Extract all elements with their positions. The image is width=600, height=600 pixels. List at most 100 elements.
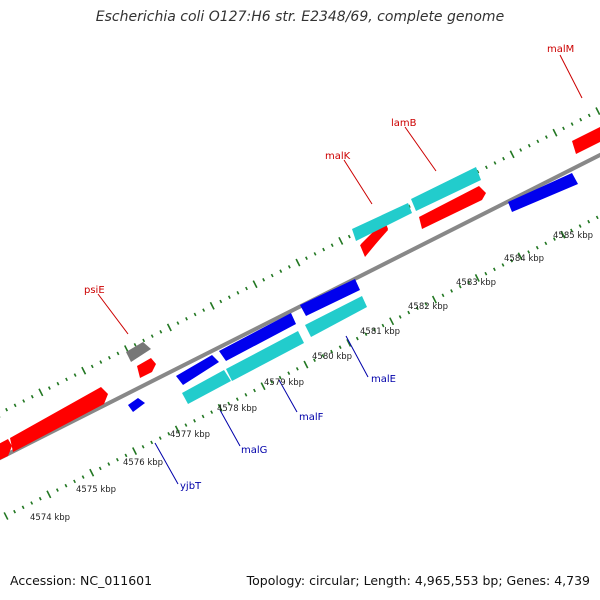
major-tick <box>295 258 301 267</box>
gene-label-malE[interactable]: malE <box>371 374 396 385</box>
misc-feature[interactable] <box>126 342 151 362</box>
minor-tick <box>373 328 376 332</box>
gene-label-yjbT[interactable]: yjbT <box>180 481 202 492</box>
minor-tick <box>484 165 488 170</box>
minor-tick <box>287 265 291 269</box>
minor-tick <box>502 156 506 161</box>
minor-tick <box>107 355 111 360</box>
minor-tick <box>227 295 231 299</box>
major-tick <box>389 317 395 326</box>
minor-tick <box>441 293 445 298</box>
minor-tick <box>338 345 342 350</box>
kbp-tick-label: 4577 kbp <box>170 430 210 440</box>
gene-label-lamB[interactable]: lamB <box>391 118 417 129</box>
minor-tick <box>262 278 266 282</box>
minor-tick <box>185 317 188 321</box>
gene-label-malG[interactable]: malG <box>241 445 267 456</box>
major-tick <box>431 295 437 304</box>
minor-tick <box>245 286 248 291</box>
minor-tick <box>13 509 17 514</box>
minor-tick <box>535 245 539 250</box>
minor-tick <box>202 308 206 312</box>
leader-line <box>343 159 373 205</box>
gene-arrow-reverse[interactable] <box>128 398 145 412</box>
minor-tick <box>544 135 548 139</box>
minor-tick <box>236 291 240 295</box>
cds-feature[interactable] <box>411 167 481 211</box>
minor-tick <box>330 243 334 248</box>
gene-label-malK[interactable]: malK <box>325 151 351 162</box>
cds-feature[interactable] <box>182 370 231 404</box>
major-tick <box>166 323 172 332</box>
minor-tick <box>253 388 256 393</box>
cds-feature[interactable] <box>226 331 304 381</box>
major-tick <box>595 107 600 115</box>
minor-tick <box>287 371 291 375</box>
minor-tick <box>5 407 9 412</box>
leader-line <box>219 409 241 447</box>
gene-arrow-reverse[interactable] <box>300 279 360 316</box>
minor-tick <box>115 457 119 462</box>
major-tick <box>560 230 566 239</box>
cds-feature[interactable] <box>305 296 367 337</box>
minor-tick <box>201 414 205 419</box>
kbp-tick-label: 4585 kbp <box>553 231 593 241</box>
gene-arrow-forward[interactable] <box>419 186 486 229</box>
minor-tick <box>13 403 17 408</box>
kbp-label-group: 4574 kbp 4575 kbp 4576 kbp 4577 kbp 4578 kbp… <box>30 231 593 523</box>
major-tick <box>174 425 180 434</box>
gene-arrow-reverse[interactable] <box>508 173 578 212</box>
minor-tick <box>56 381 60 386</box>
minor-tick <box>81 475 85 479</box>
gene-arrow-forward[interactable] <box>10 387 108 452</box>
leader-line <box>559 54 583 99</box>
major-tick <box>509 150 515 159</box>
gene-arrow-forward[interactable] <box>137 358 156 378</box>
minor-tick <box>227 401 231 406</box>
genome-title: Escherichia coli O127:H6 str. E2348/69, … <box>95 9 505 25</box>
gene-arrow-reverse[interactable] <box>176 355 219 385</box>
minor-tick <box>30 501 34 505</box>
minor-tick <box>595 215 599 220</box>
gene-arrow-reverse[interactable] <box>219 313 296 361</box>
cds-feature[interactable] <box>352 203 412 241</box>
outer-tick-row <box>0 107 600 418</box>
leader-line <box>97 293 129 335</box>
gene-arrow-forward[interactable] <box>361 222 388 256</box>
accession-text: Accession: NC_011601 <box>10 573 153 588</box>
minor-tick <box>244 393 248 397</box>
minor-tick <box>450 289 454 293</box>
minor-tick <box>193 419 196 423</box>
major-tick <box>552 128 558 137</box>
minor-tick <box>142 338 146 343</box>
gene-arrow-forward[interactable] <box>572 127 600 154</box>
gene-label-psiE[interactable]: psiE <box>84 285 105 296</box>
minor-tick <box>527 250 531 254</box>
minor-tick <box>279 269 283 273</box>
minor-tick <box>321 354 325 358</box>
minor-tick <box>141 444 145 449</box>
major-tick <box>346 338 352 347</box>
minor-tick <box>493 161 497 165</box>
gene-arrow-forward[interactable] <box>0 439 12 462</box>
minor-tick <box>270 380 274 384</box>
minor-tick <box>570 122 574 126</box>
kbp-tick-label: 4582 kbp <box>408 302 448 312</box>
kbp-tick-label: 4576 kbp <box>123 458 163 468</box>
minor-tick <box>364 332 368 337</box>
minor-tick <box>510 258 514 263</box>
inner-tick-row <box>3 215 599 520</box>
minor-tick <box>501 263 505 267</box>
gene-label-malF[interactable]: malF <box>299 412 324 423</box>
minor-tick <box>552 237 556 241</box>
minor-tick <box>116 351 120 356</box>
leader-line <box>154 442 179 485</box>
minor-tick <box>587 113 591 118</box>
major-tick <box>303 360 309 369</box>
minor-tick <box>90 364 94 369</box>
minor-tick <box>30 394 34 399</box>
gene-label-malM[interactable]: malM <box>547 44 574 55</box>
minor-tick <box>270 273 274 278</box>
minor-tick <box>73 373 77 377</box>
minor-tick <box>347 234 351 239</box>
